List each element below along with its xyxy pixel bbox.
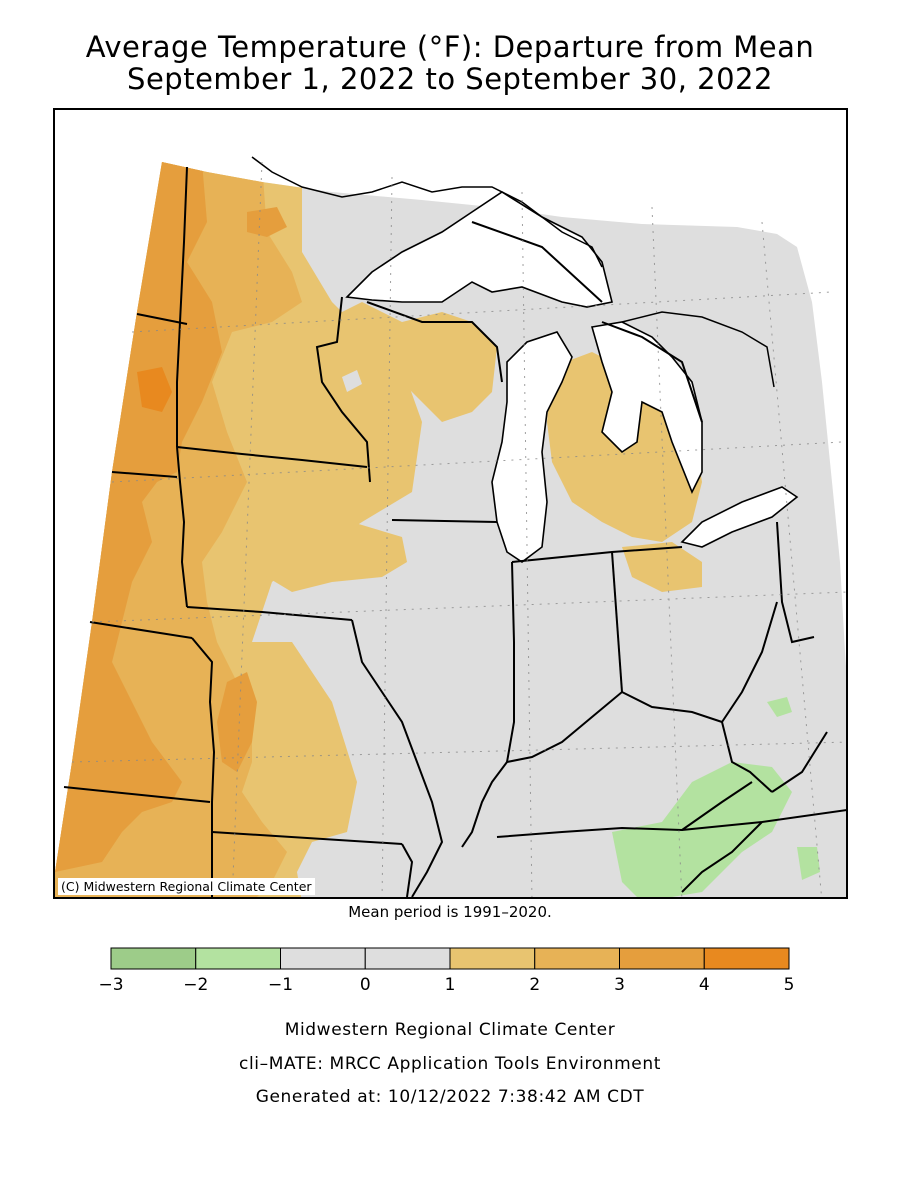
- state-borders: [63, 166, 846, 897]
- copyright-label: (C) Midwestern Regional Climate Center: [58, 878, 315, 895]
- warm-zone-4-5: [137, 367, 172, 412]
- mississippi-lower: [401, 843, 414, 897]
- ks-ok-border: [63, 786, 211, 803]
- mi-in-oh-border: [511, 546, 683, 563]
- warm-zone-1-2-iowa: [232, 517, 407, 592]
- ky-va-border: [721, 721, 773, 793]
- legend-tick-label: −3: [98, 975, 123, 995]
- legend-tick-label: 1: [445, 975, 456, 995]
- graticule: [71, 161, 846, 897]
- il-in-border: [506, 561, 515, 763]
- warm-zone-3-4-southwest: [217, 672, 257, 772]
- map-title-line1: Average Temperature (°F): Departure from…: [85, 30, 815, 64]
- tn-va-border: [681, 781, 753, 831]
- legend-bin: [534, 947, 620, 970]
- il-ky-border: [461, 761, 508, 848]
- in-ky-border: [506, 690, 723, 763]
- legend-tick-label: 5: [784, 975, 795, 995]
- legend-bins: [110, 947, 790, 970]
- ne-border-north: [111, 471, 178, 478]
- wi-il-border: [391, 519, 498, 523]
- ne-ks-border: [89, 621, 193, 639]
- sd-mn-border: [176, 446, 188, 608]
- legend-bin: [110, 947, 197, 970]
- wi-mi-border: [366, 301, 503, 383]
- oh-pa-border: [776, 521, 815, 644]
- legend-tick-label: 2: [529, 975, 540, 995]
- legend-bin: [280, 947, 366, 970]
- legend-tick-label: −2: [183, 975, 208, 995]
- footer-organization: Midwestern Regional Climate Center: [284, 1020, 616, 1040]
- lake-superior: [345, 191, 613, 308]
- legend-tick-label: 3: [614, 975, 625, 995]
- oh-wv-border: [721, 601, 778, 723]
- mn-wi-border: [315, 296, 371, 483]
- legend-tick-label: 4: [699, 975, 710, 995]
- ky-tn-border: [496, 809, 846, 838]
- legend-bin: [619, 947, 705, 970]
- legend-bin: [449, 947, 536, 970]
- mo-border-west: [191, 637, 216, 897]
- legend-bin: [195, 947, 281, 970]
- grey-patch-wisconsin: [342, 370, 362, 392]
- lake-huron: [590, 321, 703, 494]
- legend-tick-label: 0: [360, 975, 371, 995]
- lake-erie: [680, 486, 799, 548]
- legend-tick-label: −1: [268, 975, 293, 995]
- mo-ar-border: [211, 831, 403, 845]
- legend-ticks: −3 −2 −1 0 1 2 3 4 5: [98, 975, 794, 995]
- il-west: [351, 619, 444, 897]
- in-oh-border: [611, 551, 623, 693]
- footer-generated-time: Generated at: 10/12/2022 7:38:42 AM CDT: [255, 1087, 645, 1107]
- warm-zone-1-2-wisconsin: [322, 302, 497, 422]
- cool-zone-small-2: [797, 847, 820, 880]
- cool-zone-small: [767, 697, 792, 717]
- cool-zone-ohio-valley: [612, 762, 792, 897]
- footer-tool-name: cli–MATE: MRCC Application Tools Environ…: [239, 1054, 661, 1074]
- mi-lp-border: [601, 321, 703, 423]
- ia-mn-border: [186, 606, 353, 621]
- warm-zone-3-4-small: [247, 207, 287, 237]
- warm-zone-1-2-ohio-north: [622, 542, 702, 592]
- wv-va-border: [771, 731, 828, 793]
- map-frame: (C) Midwestern Regional Climate Center: [53, 108, 848, 899]
- northern-shoreline: [251, 156, 775, 388]
- map-title-line2: September 1, 2022 to September 30, 2022: [127, 62, 773, 96]
- temperature-departure-map: [55, 156, 846, 897]
- nd-sd-border: [136, 313, 188, 325]
- legend-bin: [703, 947, 790, 970]
- ky-tn-east: [681, 821, 763, 893]
- mi-up-border: [471, 221, 603, 303]
- sd-ia-border: [176, 446, 368, 468]
- lake-michigan: [491, 331, 573, 563]
- mean-period-note: Mean period is 1991–2020.: [348, 903, 552, 921]
- color-legend: −3 −2 −1 0 1 2 3 4 5: [98, 947, 794, 995]
- legend-bin: [364, 947, 451, 970]
- great-lakes: [345, 191, 799, 563]
